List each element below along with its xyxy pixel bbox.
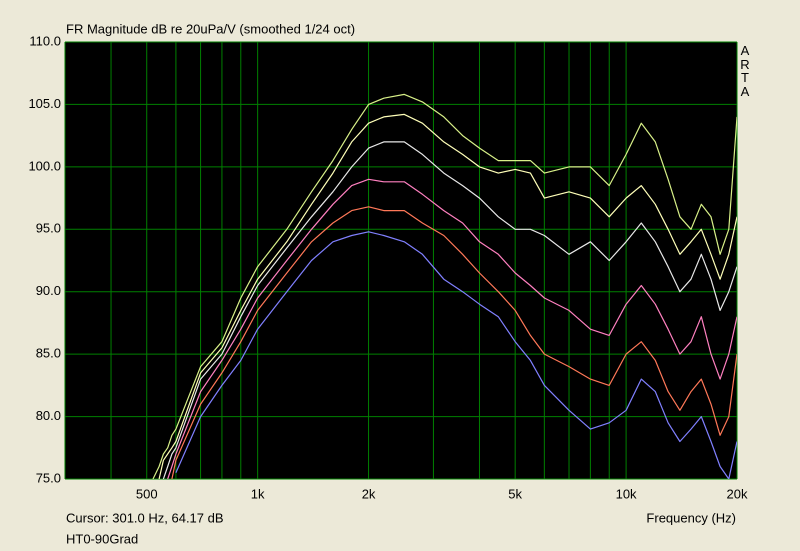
chart-title: FR Magnitude dB re 20uPa/V (smoothed 1/2… xyxy=(66,21,355,36)
y-tick-label: 100.0 xyxy=(28,158,61,173)
y-tick-label: 75.0 xyxy=(36,470,61,485)
x-tick-label: 500 xyxy=(136,486,158,501)
fr-curve xyxy=(152,93,737,479)
watermark: ARTA xyxy=(740,43,750,99)
footer-label: HT0-90Grad xyxy=(66,531,138,546)
y-tick-label: 80.0 xyxy=(36,408,61,423)
x-axis-label: Frequency (Hz) xyxy=(646,510,736,525)
y-tick-label: 95.0 xyxy=(36,221,61,236)
plot-lines xyxy=(152,93,737,479)
x-tick-label: 20k xyxy=(727,486,748,501)
y-tick-label: 90.0 xyxy=(36,283,61,298)
y-tick-label: 110.0 xyxy=(29,33,61,48)
x-tick-label: 2k xyxy=(362,486,376,501)
x-tick-label: 1k xyxy=(251,486,265,501)
fr-curve xyxy=(167,178,737,479)
y-tick-label: 85.0 xyxy=(36,346,61,361)
y-tick-label: 105.0 xyxy=(28,96,61,111)
fr-curve xyxy=(175,231,737,479)
cursor-readout: Cursor: 301.0 Hz, 64.17 dB xyxy=(66,510,224,525)
x-tick-label: 10k xyxy=(616,486,637,501)
x-tick-label: 5k xyxy=(508,486,522,501)
fr-curve xyxy=(171,206,737,479)
plot-area xyxy=(65,42,737,479)
fr-curve xyxy=(162,141,737,479)
fr-curve xyxy=(158,113,737,479)
